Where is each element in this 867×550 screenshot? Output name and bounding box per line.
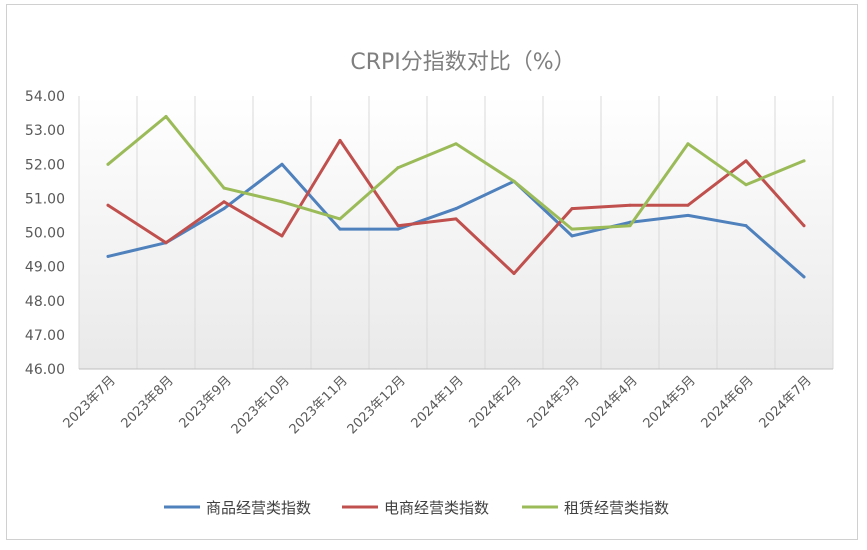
series-3-point: [164, 114, 168, 118]
series-1-point: [802, 275, 806, 279]
series-1-point: [338, 227, 342, 231]
y-tick-label: 48.00: [25, 294, 65, 310]
series-3-point: [396, 166, 400, 170]
series-3-point: [106, 162, 110, 166]
legend: 商品经营类指数 电商经营类指数 租赁经营类指数: [164, 499, 669, 517]
series-1-point: [396, 227, 400, 231]
y-tick-label: 53.00: [25, 123, 65, 139]
y-tick-label: 52.00: [25, 157, 65, 173]
series-3-point: [744, 183, 748, 187]
x-tick-label: 2023年12月: [345, 373, 409, 437]
x-tick-label: 2023年8月: [119, 373, 177, 431]
x-tick-label: 2023年9月: [177, 373, 235, 431]
series-3-point: [628, 224, 632, 228]
series-1-point: [280, 162, 284, 166]
x-tick-label: 2023年11月: [287, 373, 351, 437]
series-2-point: [222, 200, 226, 204]
series-1-point: [454, 207, 458, 211]
plot-area: [79, 96, 833, 369]
series-2-point: [396, 224, 400, 228]
x-tick-label: 2024年6月: [699, 373, 757, 431]
y-tick-label: 47.00: [25, 328, 65, 344]
series-3-point: [512, 179, 516, 183]
series-2-point: [628, 203, 632, 207]
x-tick-label: 2024年5月: [641, 373, 699, 431]
series-1-point: [106, 254, 110, 258]
series-1-point: [744, 224, 748, 228]
y-tick-label: 46.00: [25, 362, 65, 378]
series-2-point: [164, 241, 168, 245]
gridlines: [78, 96, 834, 369]
series-2-point: [512, 271, 516, 275]
series-3-point: [454, 142, 458, 146]
series-2-point: [106, 203, 110, 207]
x-tick-label: 2023年10月: [229, 373, 293, 437]
series-2-point: [280, 234, 284, 238]
series-2-point: [454, 217, 458, 221]
series-2-point: [744, 159, 748, 163]
series-lines: [106, 114, 806, 279]
series-3-point: [686, 142, 690, 146]
x-tick-label: 2024年7月: [757, 373, 815, 431]
series-3-point: [802, 159, 806, 163]
y-tick-label: 54.00: [25, 89, 65, 105]
y-tick-label: 50.00: [25, 226, 65, 242]
legend-label-3: 租赁经营类指数: [564, 499, 669, 517]
series-3-point: [338, 217, 342, 221]
series-2-point: [570, 207, 574, 211]
legend-label-1: 商品经营类指数: [206, 499, 311, 517]
x-tick-label: 2024年4月: [583, 373, 641, 431]
series-2-point: [802, 224, 806, 228]
chart-frame: CRPI分指数对比（%） 46.00 47.00 48.00 49.00 50.00 51…: [6, 4, 858, 540]
series-2-point: [338, 138, 342, 142]
series-2-point: [686, 203, 690, 207]
x-tick-label: 2024年1月: [409, 373, 467, 431]
series-1-point: [570, 234, 574, 238]
line-chart: CRPI分指数对比（%） 46.00 47.00 48.00 49.00 50.00 51…: [25, 50, 834, 517]
x-tick-label: 2024年2月: [467, 373, 525, 431]
y-tick-label: 51.00: [25, 191, 65, 207]
legend-label-2: 电商经营类指数: [384, 499, 489, 517]
series-1-point: [222, 207, 226, 211]
x-tick-label: 2024年3月: [525, 373, 583, 431]
series-1-point: [686, 213, 690, 217]
x-tick-label: 2023年7月: [61, 373, 119, 431]
series-3-point: [280, 200, 284, 204]
series-3-point: [570, 227, 574, 231]
chart-title: CRPI分指数对比（%）: [350, 50, 575, 75]
series-3-point: [222, 186, 226, 190]
y-tick-label: 49.00: [25, 260, 65, 276]
